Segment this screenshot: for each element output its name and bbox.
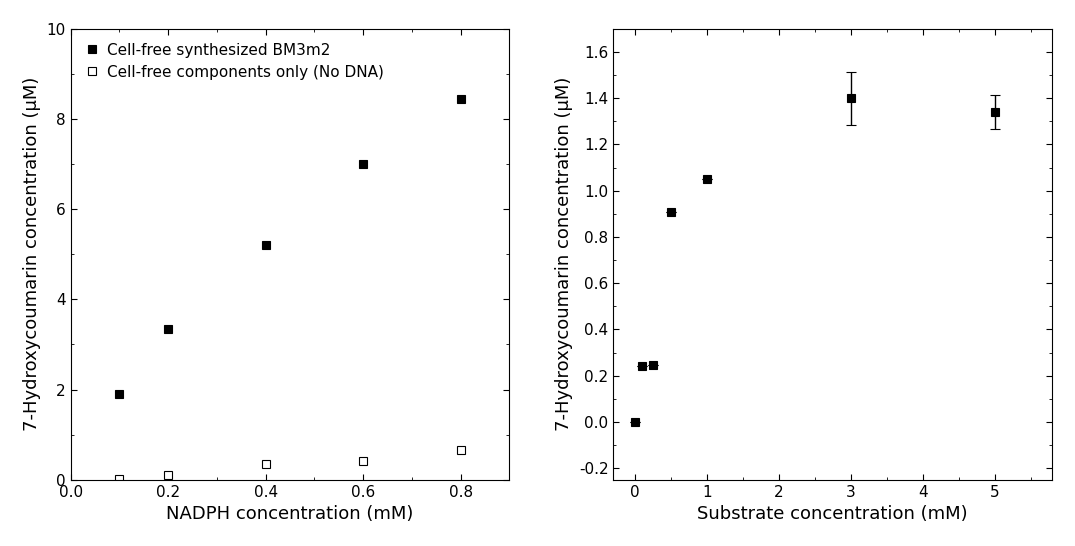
Cell-free components only (No DNA): [113, 476, 126, 482]
Legend: Cell-free synthesized BM3m2, Cell-free components only (No DNA): Cell-free synthesized BM3m2, Cell-free c…: [78, 37, 390, 87]
Cell-free synthesized BM3m2: [161, 325, 174, 332]
Line: Cell-free components only (No DNA): Cell-free components only (No DNA): [115, 446, 464, 483]
Cell-free synthesized BM3m2: [357, 161, 370, 168]
Cell-free synthesized BM3m2: [113, 391, 126, 397]
X-axis label: Substrate concentration (mM): Substrate concentration (mM): [698, 505, 968, 523]
Cell-free components only (No DNA): [161, 472, 174, 478]
Y-axis label: 7-Hydroxycoumarin concentration (μM): 7-Hydroxycoumarin concentration (μM): [555, 77, 573, 431]
Line: Cell-free synthesized BM3m2: Cell-free synthesized BM3m2: [115, 94, 464, 398]
Cell-free synthesized BM3m2: [259, 242, 272, 248]
Cell-free components only (No DNA): [259, 461, 272, 467]
X-axis label: NADPH concentration (mM): NADPH concentration (mM): [167, 505, 414, 523]
Cell-free components only (No DNA): [357, 458, 370, 464]
Cell-free components only (No DNA): [455, 447, 468, 454]
Y-axis label: 7-Hydroxycoumarin concentration (μM): 7-Hydroxycoumarin concentration (μM): [23, 77, 41, 431]
Cell-free synthesized BM3m2: [455, 96, 468, 102]
